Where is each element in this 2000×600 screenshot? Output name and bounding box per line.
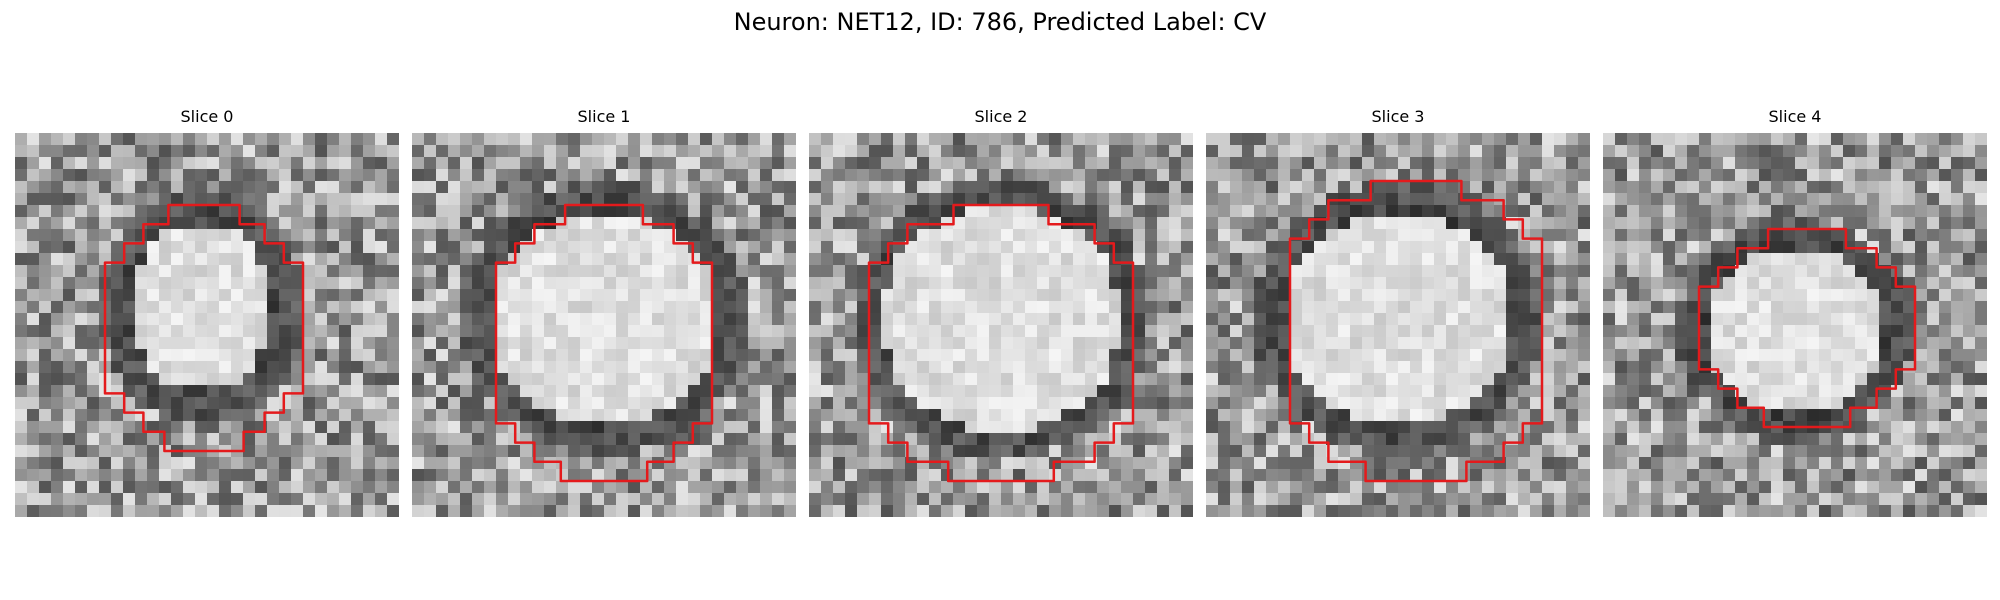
slice-panel-0: Slice 0	[15, 107, 399, 517]
segmentation-contour	[103, 203, 305, 453]
figure-title: Neuron: NET12, ID: 786, Predicted Label:…	[733, 8, 1267, 36]
slice-panel-4: Slice 4	[1603, 107, 1987, 517]
slice-image	[1603, 133, 1987, 517]
slice-image	[809, 133, 1193, 517]
slice-title: Slice 2	[974, 107, 1028, 126]
segmentation-contour	[1697, 227, 1917, 429]
slice-title: Slice 4	[1768, 107, 1822, 126]
slice-image	[412, 133, 796, 517]
segmentation-contour	[494, 203, 714, 483]
segmentation-contour	[1288, 179, 1544, 483]
slice-panel-1: Slice 1	[412, 107, 796, 517]
slice-title: Slice 3	[1371, 107, 1425, 126]
slice-image	[15, 133, 399, 517]
slice-panel-2: Slice 2	[809, 107, 1193, 517]
slice-panel-3: Slice 3	[1206, 107, 1590, 517]
slice-image	[1206, 133, 1590, 517]
segmentation-contour	[867, 203, 1135, 483]
slice-title: Slice 0	[180, 107, 234, 126]
slice-title: Slice 1	[577, 107, 631, 126]
